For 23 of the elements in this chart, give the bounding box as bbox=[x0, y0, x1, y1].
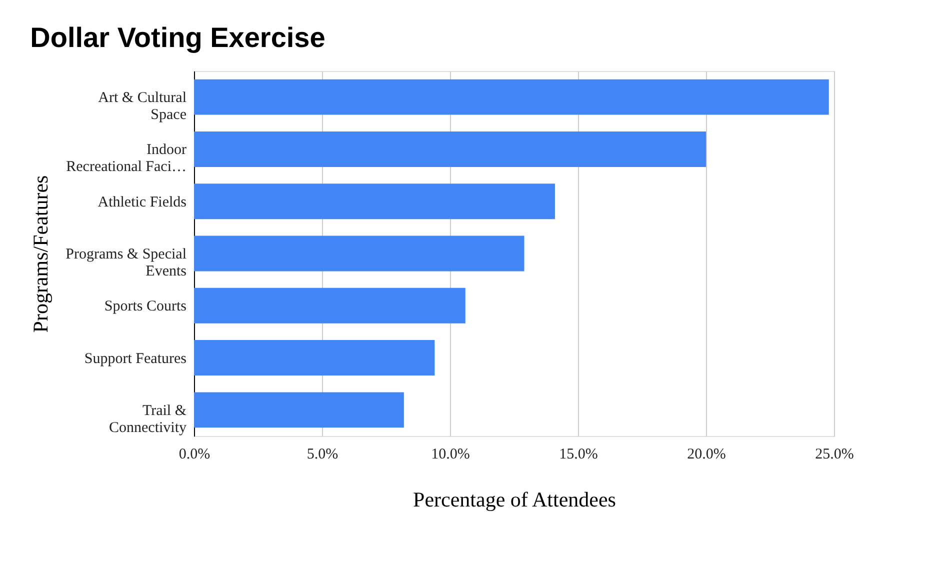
y-tick-label: Trail & Connectivity bbox=[109, 402, 187, 436]
x-axis-title: Percentage of Attendees bbox=[413, 488, 616, 512]
y-axis-title: Programs/Features bbox=[28, 175, 53, 333]
bar bbox=[194, 340, 435, 376]
x-tick-label: 10.0% bbox=[431, 446, 470, 462]
bar bbox=[194, 392, 404, 428]
bar bbox=[194, 288, 466, 324]
y-tick-label: Support Features bbox=[84, 350, 187, 367]
y-tick-label: Sports Courts bbox=[104, 298, 187, 315]
bar bbox=[194, 184, 555, 220]
x-tick-label: 0.0% bbox=[178, 446, 210, 462]
x-tick-label: 15.0% bbox=[559, 446, 598, 462]
x-tick-label: 25.0% bbox=[815, 446, 854, 462]
bar bbox=[194, 79, 829, 115]
y-tick-label: Athletic Fields bbox=[98, 194, 187, 210]
y-tick-label: Art & Cultural Space bbox=[98, 90, 187, 124]
bar bbox=[194, 131, 706, 167]
y-tick-label: Programs & Special Events bbox=[66, 246, 187, 280]
y-tick-label: Indoor Recreational Faci… bbox=[66, 142, 186, 176]
bar bbox=[194, 236, 524, 272]
chart-title: Dollar Voting Exercise bbox=[30, 22, 326, 53]
x-tick-label: 20.0% bbox=[687, 446, 726, 462]
x-tick-label: 5.0% bbox=[306, 446, 338, 462]
